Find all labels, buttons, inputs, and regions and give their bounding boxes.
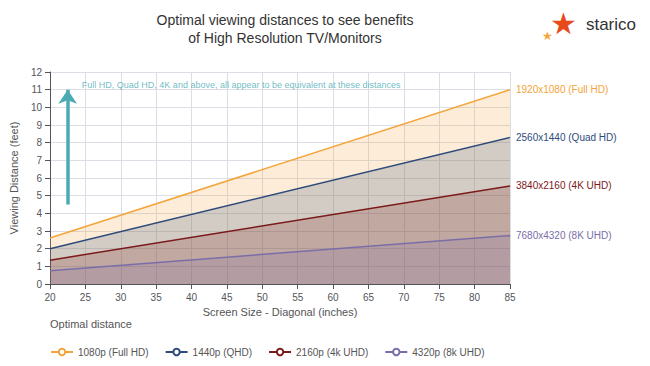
svg-text:80: 80 bbox=[469, 292, 481, 303]
svg-text:1440p (QHD): 1440p (QHD) bbox=[193, 347, 252, 358]
svg-text:2: 2 bbox=[36, 243, 42, 254]
svg-text:3: 3 bbox=[36, 226, 42, 237]
svg-text:5: 5 bbox=[36, 190, 42, 201]
svg-text:0: 0 bbox=[36, 279, 42, 290]
svg-text:1: 1 bbox=[36, 261, 42, 272]
svg-text:7: 7 bbox=[36, 155, 42, 166]
svg-text:Optimal distance: Optimal distance bbox=[50, 318, 132, 330]
svg-text:4320p (8k UHD): 4320p (8k UHD) bbox=[412, 347, 484, 358]
svg-text:11: 11 bbox=[32, 84, 43, 95]
svg-text:45: 45 bbox=[221, 292, 233, 303]
svg-text:40: 40 bbox=[186, 292, 198, 303]
svg-text:★: ★ bbox=[542, 29, 553, 43]
svg-text:60: 60 bbox=[328, 292, 340, 303]
svg-text:Optimal viewing distances to s: Optimal viewing distances to see benefit… bbox=[157, 12, 414, 28]
svg-text:Full HD, Quad HD, 4K and above: Full HD, Quad HD, 4K and above, all appe… bbox=[82, 80, 401, 90]
svg-text:8: 8 bbox=[36, 137, 42, 148]
svg-text:75: 75 bbox=[434, 292, 446, 303]
svg-text:2560x1440 (Quad HD): 2560x1440 (Quad HD) bbox=[516, 132, 617, 143]
svg-text:1920x1080 (Full HD): 1920x1080 (Full HD) bbox=[516, 84, 608, 95]
svg-text:3840x2160 (4K UHD): 3840x2160 (4K UHD) bbox=[516, 180, 612, 191]
svg-text:50: 50 bbox=[257, 292, 269, 303]
svg-text:85: 85 bbox=[504, 292, 516, 303]
svg-text:7680x4320 (8K UHD): 7680x4320 (8K UHD) bbox=[516, 230, 612, 241]
svg-text:2160p (4k UHD): 2160p (4k UHD) bbox=[296, 347, 368, 358]
svg-text:65: 65 bbox=[363, 292, 375, 303]
svg-text:1080p (Full HD): 1080p (Full HD) bbox=[78, 347, 149, 358]
svg-text:70: 70 bbox=[398, 292, 410, 303]
svg-text:★: ★ bbox=[550, 6, 577, 41]
svg-text:of High Resolution TV/Monitors: of High Resolution TV/Monitors bbox=[188, 30, 382, 46]
svg-text:10: 10 bbox=[31, 102, 43, 113]
svg-text:9: 9 bbox=[36, 120, 42, 131]
svg-text:Screen Size - Diagonal (inches: Screen Size - Diagonal (inches) bbox=[203, 306, 358, 318]
svg-text:25: 25 bbox=[80, 292, 92, 303]
svg-text:12: 12 bbox=[31, 67, 43, 78]
svg-text:Viewing Distance (feet): Viewing Distance (feet) bbox=[8, 122, 20, 235]
svg-text:20: 20 bbox=[44, 292, 56, 303]
svg-text:starico: starico bbox=[586, 15, 636, 34]
svg-text:55: 55 bbox=[292, 292, 304, 303]
svg-text:4: 4 bbox=[36, 208, 42, 219]
svg-text:35: 35 bbox=[151, 292, 163, 303]
svg-text:30: 30 bbox=[115, 292, 127, 303]
svg-text:6: 6 bbox=[36, 173, 42, 184]
